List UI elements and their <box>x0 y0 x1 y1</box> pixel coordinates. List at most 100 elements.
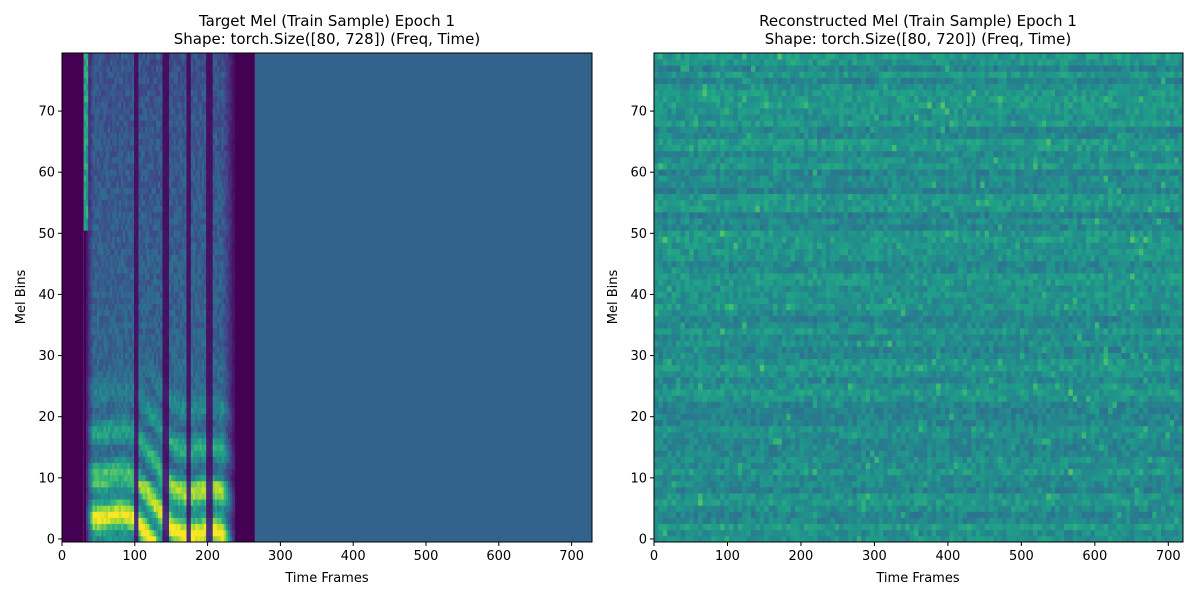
left-heatmap-cell <box>88 431 91 439</box>
left-heatmap-cell <box>86 254 89 262</box>
left-heatmap-cell <box>94 431 98 439</box>
left-heatmap-cell <box>86 181 89 188</box>
left-heatmap-cell <box>110 438 113 445</box>
left-heatmap-cell <box>88 169 91 176</box>
left-heatmap-cell <box>101 505 105 512</box>
left-heatmap-cell <box>103 108 107 115</box>
left-heatmap-cell <box>86 523 89 531</box>
left-heatmap-cell <box>101 358 105 366</box>
left-heatmap-cell <box>110 156 113 164</box>
left-heatmap-cell <box>90 523 94 531</box>
left-heatmap-cell <box>110 224 113 231</box>
left-heatmap-cell <box>83 383 87 390</box>
left-heatmap-cell <box>101 126 105 133</box>
left-heatmap-cell <box>94 230 98 237</box>
left-heatmap-cell <box>83 321 87 329</box>
left-heatmap-cell <box>96 279 100 286</box>
left-heatmap-cell <box>96 89 100 97</box>
left-heatmap-cell <box>107 169 111 176</box>
left-heatmap-cell <box>96 395 100 402</box>
left-heatmap-cell <box>101 456 105 463</box>
left-heatmap-cell <box>88 321 91 329</box>
left-heatmap-cell <box>103 358 107 366</box>
left-heatmap-cell <box>103 266 107 274</box>
left-heatmap-cell <box>90 169 94 176</box>
left-heatmap-cell <box>99 193 102 201</box>
left-heatmap-cell <box>110 193 113 201</box>
left-heatmap-cell <box>103 419 107 427</box>
left-heatmap-cell <box>103 456 107 463</box>
left-heatmap-cell <box>86 144 89 152</box>
left-heatmap-cell <box>83 199 87 207</box>
left-heatmap-cell <box>105 101 109 109</box>
left-heatmap-cell <box>99 505 102 512</box>
left-heatmap-cell <box>107 279 111 286</box>
left-heatmap-cell <box>96 273 100 280</box>
left-heatmap-cell <box>101 224 105 231</box>
left-heatmap-cell <box>103 370 107 378</box>
left-heatmap-cell <box>92 71 96 78</box>
left-heatmap-cell <box>92 95 96 103</box>
left-heatmap-cell <box>88 291 91 298</box>
left-heatmap-cell <box>83 474 87 482</box>
left-heatmap-cell <box>110 511 113 518</box>
left-heatmap-cell <box>90 431 94 439</box>
left-heatmap-cell <box>88 53 91 60</box>
left-heatmap-cell <box>110 266 113 274</box>
left-heatmap-cell <box>86 285 89 292</box>
left-chart-subtitle: Shape: torch.Size([80, 728]) (Freq, Time… <box>174 30 481 48</box>
left-heatmap-cell <box>90 95 94 103</box>
left-heatmap-cell <box>88 230 91 237</box>
left-heatmap-cell <box>103 236 107 243</box>
left-heatmap-cell <box>105 352 109 360</box>
left-heatmap-cell <box>103 53 107 60</box>
left-heatmap-cell <box>90 376 94 384</box>
left-heatmap-cell <box>92 321 96 329</box>
left-heatmap-cell <box>99 114 102 121</box>
left-heatmap-cell <box>83 242 87 249</box>
left-heatmap-cell <box>99 450 102 457</box>
left-heatmap-cell <box>94 205 98 213</box>
left-heatmap-cell <box>86 364 89 372</box>
left-heatmap-cell <box>90 303 94 311</box>
left-heatmap-cell <box>105 144 109 152</box>
left-heatmap-cell <box>90 132 94 139</box>
left-heatmap-cell <box>83 71 87 78</box>
left-heatmap-cell <box>105 480 109 488</box>
left-heatmap-cell <box>105 193 109 201</box>
left-heatmap-cell <box>94 132 98 139</box>
left-heatmap-cell <box>94 65 98 72</box>
left-heatmap-cell <box>96 486 100 494</box>
left-heatmap-cell <box>86 126 89 133</box>
left-heatmap-cell <box>99 334 102 341</box>
left-heatmap-cell <box>96 260 100 268</box>
left-heatmap-cell <box>103 395 107 402</box>
left-heatmap-cell <box>96 144 100 152</box>
left-heatmap-cell <box>110 230 113 237</box>
left-heatmap-cell <box>86 505 89 512</box>
left-heatmap-cell <box>101 535 105 543</box>
left-heatmap-cell <box>101 389 105 396</box>
left-heatmap-cell <box>94 254 98 262</box>
left-heatmap-cell <box>103 383 107 390</box>
left-heatmap-cell <box>107 175 111 182</box>
left-heatmap-cell <box>99 431 102 439</box>
left-heatmap-cell <box>105 95 109 103</box>
left-heatmap-cell <box>107 493 111 500</box>
left-heatmap-cell <box>105 108 109 115</box>
left-heatmap-cell <box>94 401 98 408</box>
left-heatmap-cell <box>94 444 98 451</box>
left-heatmap-cell <box>92 59 96 66</box>
left-heatmap-cell <box>92 523 96 531</box>
left-heatmap-cell <box>105 517 109 525</box>
left-heatmap-cell <box>105 205 109 213</box>
left-heatmap-cell <box>101 120 105 127</box>
left-heatmap-cell <box>83 535 87 543</box>
left-heatmap-cell <box>99 529 102 537</box>
left-heatmap-cell <box>96 193 100 201</box>
left-heatmap-cell <box>110 211 113 219</box>
left-heatmap-cell <box>90 370 94 378</box>
left-heatmap-cell <box>90 364 94 372</box>
left-heatmap-cell <box>110 517 113 525</box>
left-heatmap-cell <box>83 187 87 194</box>
